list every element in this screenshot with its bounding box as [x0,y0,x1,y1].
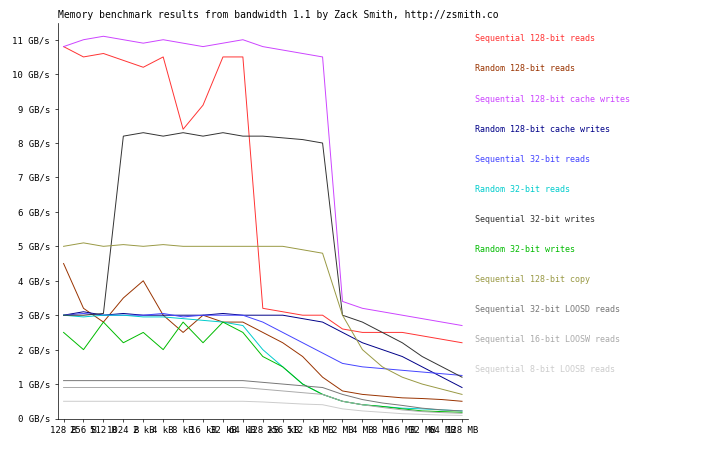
Text: Random 32-bit reads: Random 32-bit reads [475,185,570,194]
Text: Random 32-bit writes: Random 32-bit writes [475,245,575,254]
Text: Sequential 128-bit copy: Sequential 128-bit copy [475,275,590,284]
Text: Sequential 128-bit reads: Sequential 128-bit reads [475,34,595,43]
Text: Memory benchmark results from bandwidth 1.1 by Zack Smith, http://zsmith.co: Memory benchmark results from bandwidth … [58,10,498,20]
Text: Sequential 32-bit writes: Sequential 32-bit writes [475,215,595,224]
Text: Sequential 128-bit cache writes: Sequential 128-bit cache writes [475,94,630,104]
Text: Random 128-bit reads: Random 128-bit reads [475,64,575,73]
Text: Sequential 32-bit reads: Sequential 32-bit reads [475,155,590,164]
Text: Sequential 8-bit LOOSB reads: Sequential 8-bit LOOSB reads [475,365,615,374]
Text: Sequential 16-bit LOOSW reads: Sequential 16-bit LOOSW reads [475,335,620,344]
Text: Random 128-bit cache writes: Random 128-bit cache writes [475,125,611,134]
Text: Sequential 32-bit LOOSD reads: Sequential 32-bit LOOSD reads [475,305,620,314]
